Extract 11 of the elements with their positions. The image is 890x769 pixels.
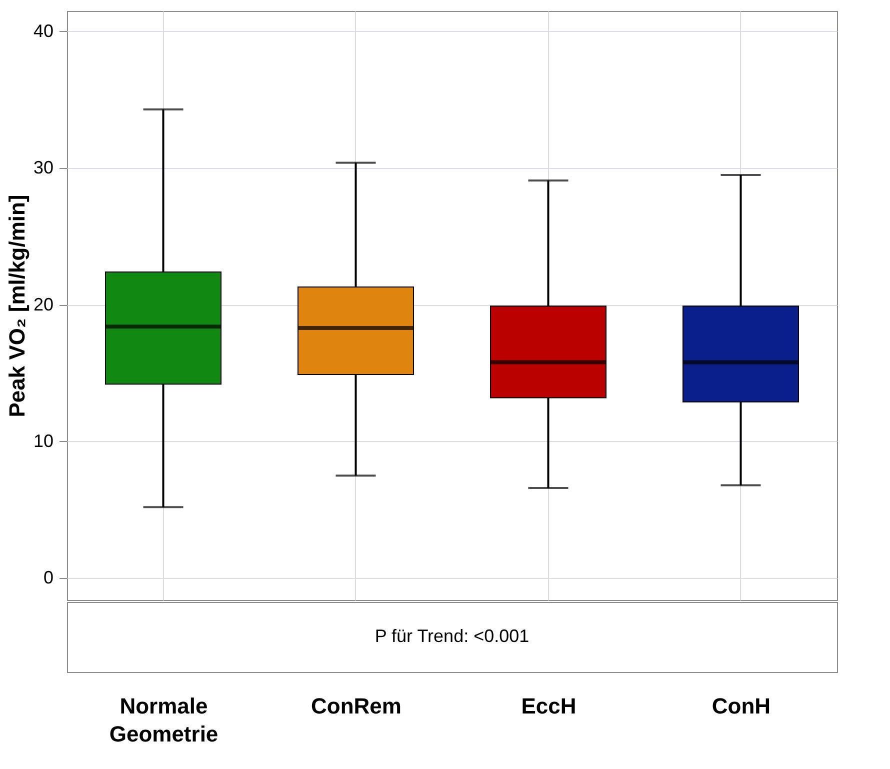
x-tick-label: ConRem	[311, 694, 402, 718]
y-tick-label: 40	[33, 21, 54, 41]
y-axis-title: Peak VO₂ [ml/kg/min]	[4, 194, 30, 418]
y-tick-label: 10	[33, 430, 54, 451]
text: P für Trend: <0.001	[374, 626, 530, 646]
x-tick-label: Normale Geometrie	[109, 694, 218, 746]
y-tick-label: 20	[33, 294, 54, 314]
y-tick-label: 30	[33, 158, 54, 178]
x-tick-label: EccH	[521, 694, 576, 718]
x-tick-label: ConH	[712, 694, 771, 718]
y-tick-label: 0	[43, 568, 54, 588]
